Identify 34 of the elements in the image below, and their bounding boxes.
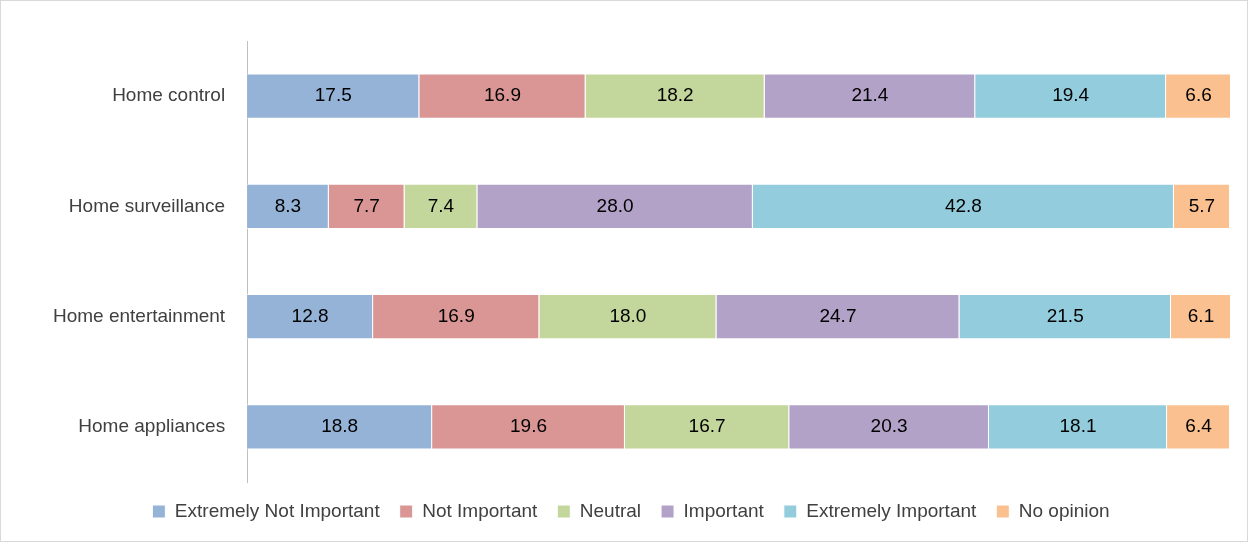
data-label: 16.9 bbox=[483, 84, 521, 106]
data-label: 18.0 bbox=[609, 304, 647, 326]
legend-label: No opinion bbox=[1018, 499, 1110, 521]
data-label: 42.8 bbox=[944, 194, 982, 216]
data-label: 20.3 bbox=[870, 415, 908, 437]
y-tick-label: Home control bbox=[112, 84, 226, 106]
data-label: 24.7 bbox=[819, 304, 857, 326]
data-label: 21.4 bbox=[851, 84, 889, 106]
data-label: 21.5 bbox=[1046, 304, 1084, 326]
legend-label: Extremely Important bbox=[806, 499, 978, 521]
legend-label: Not Important bbox=[422, 499, 539, 521]
data-label: 6.4 bbox=[1185, 415, 1213, 437]
data-label: 19.6 bbox=[510, 415, 548, 437]
data-label: 18.8 bbox=[321, 415, 359, 437]
data-label: 6.6 bbox=[1185, 84, 1212, 106]
data-label: 17.5 bbox=[314, 84, 352, 106]
data-label: 28.0 bbox=[596, 194, 634, 216]
data-label: 16.9 bbox=[437, 304, 475, 326]
legend-label: Extremely Not Important bbox=[174, 499, 381, 521]
data-label: 5.7 bbox=[1188, 194, 1216, 216]
data-label: 19.4 bbox=[1052, 84, 1090, 106]
data-label: 18.2 bbox=[656, 84, 694, 106]
y-tick-label: Home surveillance bbox=[68, 194, 226, 216]
data-label: 16.7 bbox=[688, 415, 726, 437]
data-label: 7.7 bbox=[353, 194, 380, 216]
data-label: 8.3 bbox=[274, 194, 302, 216]
data-label: 6.1 bbox=[1187, 304, 1215, 326]
y-tick-label: Home appliances bbox=[78, 415, 226, 437]
legend-label: Important bbox=[683, 499, 765, 521]
data-label: 18.1 bbox=[1059, 415, 1097, 437]
y-tick-label: Home entertainment bbox=[52, 304, 226, 326]
data-label: 12.8 bbox=[291, 304, 329, 326]
data-label: 7.4 bbox=[427, 194, 455, 216]
legend-label: Neutral bbox=[579, 499, 642, 521]
